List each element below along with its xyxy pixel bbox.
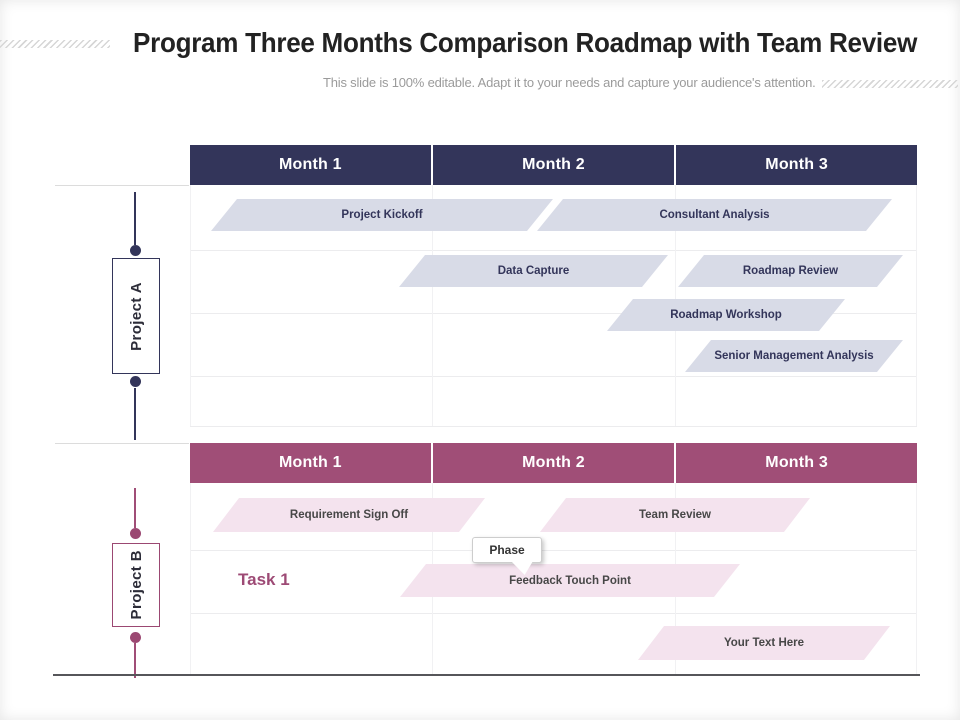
slide-title: Program Three Months Comparison Roadmap … bbox=[133, 27, 918, 58]
bar-senior-management-analysis: Senior Management Analysis bbox=[685, 340, 903, 372]
bar-data-capture: Data Capture bbox=[399, 255, 668, 287]
bar-roadmap-workshop: Roadmap Workshop bbox=[607, 299, 845, 331]
month-header-row-project-b: Month 1 Month 2 Month 3 bbox=[190, 443, 917, 483]
rail-line-bottom bbox=[134, 388, 136, 440]
month-header-cell-project-a-3: Month 3 bbox=[674, 145, 917, 185]
decorative-hatch-right bbox=[822, 80, 958, 88]
bar-requirement-sign-off: Requirement Sign Off bbox=[213, 498, 485, 532]
month-header-cell-project-a-1: Month 1 bbox=[278, 156, 342, 173]
slide-subtitle: This slide is 100% editable. Adapt it to… bbox=[323, 75, 816, 90]
rail-dot-bottom bbox=[129, 375, 141, 387]
column-divider bbox=[190, 185, 191, 426]
bar-team-review: Team Review bbox=[540, 498, 810, 532]
rail-line-top bbox=[134, 488, 136, 528]
column-divider bbox=[190, 483, 191, 675]
month-header-cell-project-b-1: Month 1 bbox=[278, 454, 342, 471]
table-bottom-line bbox=[190, 426, 917, 427]
month-header-cell-project-b-3: Month 3 bbox=[674, 443, 917, 483]
bar-project-kickoff: Project Kickoff bbox=[211, 199, 553, 231]
project-label-project-b: Project B bbox=[127, 550, 145, 620]
rail-line-top bbox=[134, 192, 136, 245]
row-divider bbox=[190, 376, 917, 377]
rail-dot-bottom bbox=[129, 631, 141, 643]
column-divider bbox=[916, 185, 917, 426]
section-divider-line bbox=[55, 185, 189, 186]
month-header-row-project-a: Month 1 Month 2 Month 3 bbox=[190, 145, 917, 185]
column-divider bbox=[916, 483, 917, 675]
bar-consultant-analysis: Consultant Analysis bbox=[537, 199, 892, 231]
rail-line-bottom bbox=[134, 643, 136, 678]
task-label: Task 1 bbox=[238, 570, 290, 589]
month-header-cell-project-a-2: Month 2 bbox=[430, 145, 675, 185]
project-label-project-a: Project A bbox=[127, 281, 145, 351]
bar-your-text-here: Your Text Here bbox=[638, 626, 890, 660]
phase-callout: Phase bbox=[472, 537, 542, 575]
bar-roadmap-review: Roadmap Review bbox=[678, 255, 903, 287]
rail-dot-top bbox=[129, 527, 141, 539]
project-label-box-project-b: Project B bbox=[112, 543, 160, 627]
rail-dot-top bbox=[129, 244, 141, 256]
row-divider bbox=[190, 550, 917, 551]
diagram-bottom-border bbox=[53, 674, 920, 676]
row-divider bbox=[190, 613, 917, 614]
column-divider bbox=[432, 185, 433, 426]
row-divider bbox=[190, 250, 917, 251]
decorative-hatch-left bbox=[0, 40, 110, 48]
month-header-cell-project-b-2: Month 2 bbox=[430, 443, 675, 483]
project-label-box-project-a: Project A bbox=[112, 258, 160, 374]
section-divider-line bbox=[55, 443, 189, 444]
row-divider bbox=[190, 313, 917, 314]
bar-feedback-touch-point: Feedback Touch Point bbox=[400, 564, 740, 597]
